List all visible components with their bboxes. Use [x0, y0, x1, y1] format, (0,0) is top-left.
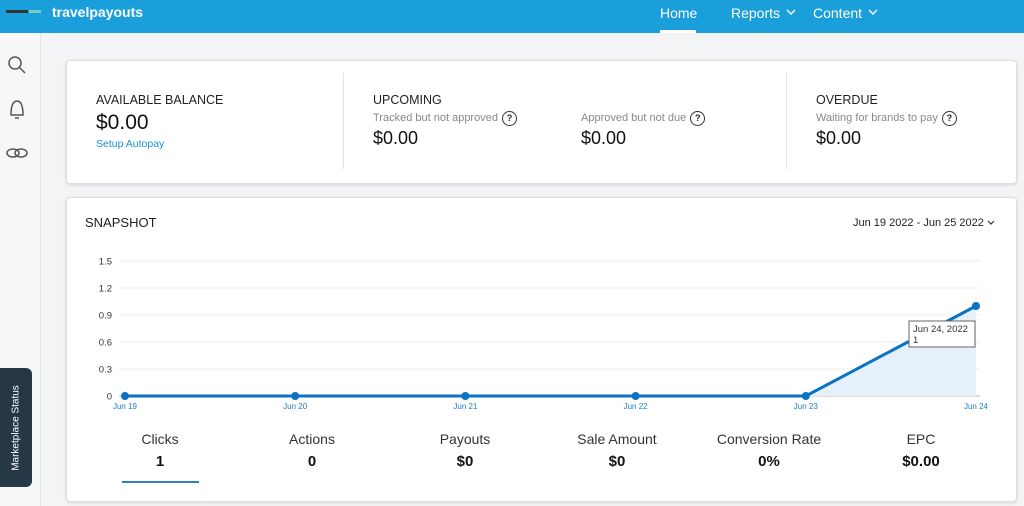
y-tick-label: 1.2: [99, 284, 112, 295]
link-icon[interactable]: [6, 148, 28, 158]
overdue-amount: $0.00: [816, 128, 862, 148]
marketplace-tab[interactable]: Marketplace Status: [0, 368, 32, 487]
nav-reports[interactable]: Reports: [731, 5, 781, 21]
snapshot-title: SNAPSHOT: [85, 215, 157, 230]
metric-value: $0.00: [902, 453, 940, 470]
chevron: [786, 9, 796, 15]
point: [461, 392, 470, 400]
search-icon[interactable]: [8, 56, 26, 74]
x-tick-label: Jun 23: [794, 402, 819, 411]
sidebar-icons: [6, 56, 28, 158]
metric-value: 0: [307, 453, 317, 470]
logo: [6, 10, 41, 13]
active-indicator: [660, 30, 696, 33]
x-tick-label: Jun 24: [964, 402, 989, 411]
help-icon[interactable]: ?: [501, 111, 517, 126]
approved-label: Approved but not due: [581, 112, 687, 124]
x-tick-label: Jun 20: [283, 402, 308, 411]
y-tick-label: 0.9: [99, 311, 112, 322]
y-tick-label: 0.6: [99, 338, 112, 349]
divider: [786, 73, 787, 169]
tooltip-value: 1: [913, 335, 918, 346]
help-icon[interactable]: ?: [941, 111, 957, 126]
area: [125, 306, 976, 396]
x-tick-label: Jun 22: [624, 402, 649, 411]
available-title: AVAILABLE BALANCE: [96, 93, 224, 107]
setup-autopay[interactable]: Setup Autopay: [96, 138, 165, 150]
y-tick-label: 1.5: [99, 257, 112, 268]
x-tick-label: Jun 21: [453, 402, 478, 411]
point: [801, 392, 810, 400]
metric-label[interactable]: Sale Amount: [577, 431, 657, 447]
chevron: [987, 220, 995, 225]
metric-value: $0: [608, 453, 626, 470]
point: [291, 392, 300, 400]
balance-card: AVAILABLE BALANCE $0.00 Setup Autopay UP…: [66, 60, 1017, 184]
line: [125, 304, 977, 398]
point: [972, 302, 980, 310]
available-amount: $0.00: [96, 111, 149, 134]
tracked-amount: $0.00: [373, 128, 419, 148]
metric-label[interactable]: Actions: [289, 431, 335, 447]
point: [631, 392, 640, 400]
bell-icon[interactable]: [10, 100, 24, 119]
metric-label[interactable]: Conversion Rate: [716, 431, 822, 447]
point: [121, 392, 129, 400]
brand[interactable]: travelpayouts: [52, 4, 144, 20]
y-tick-label: 0: [107, 392, 112, 403]
metric-value: 0%: [758, 453, 780, 470]
metric-label[interactable]: EPC: [906, 431, 936, 447]
overdue-label: Waiting for brands to pay: [816, 112, 938, 124]
y-tick-label: 0.3: [99, 365, 112, 376]
metric-value: 1: [155, 453, 165, 470]
chevron: [868, 9, 878, 15]
tooltip-title: Jun 24, 2022: [913, 324, 968, 335]
help-icon[interactable]: ?: [690, 111, 706, 126]
nav-home[interactable]: Home: [660, 5, 698, 21]
selected-underline: [122, 481, 199, 483]
upcoming-title: UPCOMING: [373, 93, 442, 107]
x-tick-label: Jun 19: [113, 402, 138, 411]
snapshot-card: SNAPSHOT Jun 19 2022 - Jun 25 2022: [66, 197, 1017, 502]
top-nav: travelpayouts Home Reports Content: [0, 0, 1024, 33]
metric-value: $0: [456, 453, 474, 470]
metric-label[interactable]: Clicks: [141, 431, 179, 447]
date-range-text: Jun 19 2022 - Jun 25 2022: [853, 217, 984, 229]
tooltip-box: [908, 320, 976, 348]
tracked-label: Tracked but not approved: [373, 112, 498, 124]
approved-amount: $0.00: [581, 128, 627, 148]
date-range[interactable]: Jun 19 2022 - Jun 25 2022: [853, 217, 995, 229]
metric-label[interactable]: Payouts: [439, 431, 491, 447]
overdue-title: OVERDUE: [816, 93, 878, 107]
nav-content[interactable]: Content: [813, 5, 863, 21]
divider: [343, 73, 344, 169]
